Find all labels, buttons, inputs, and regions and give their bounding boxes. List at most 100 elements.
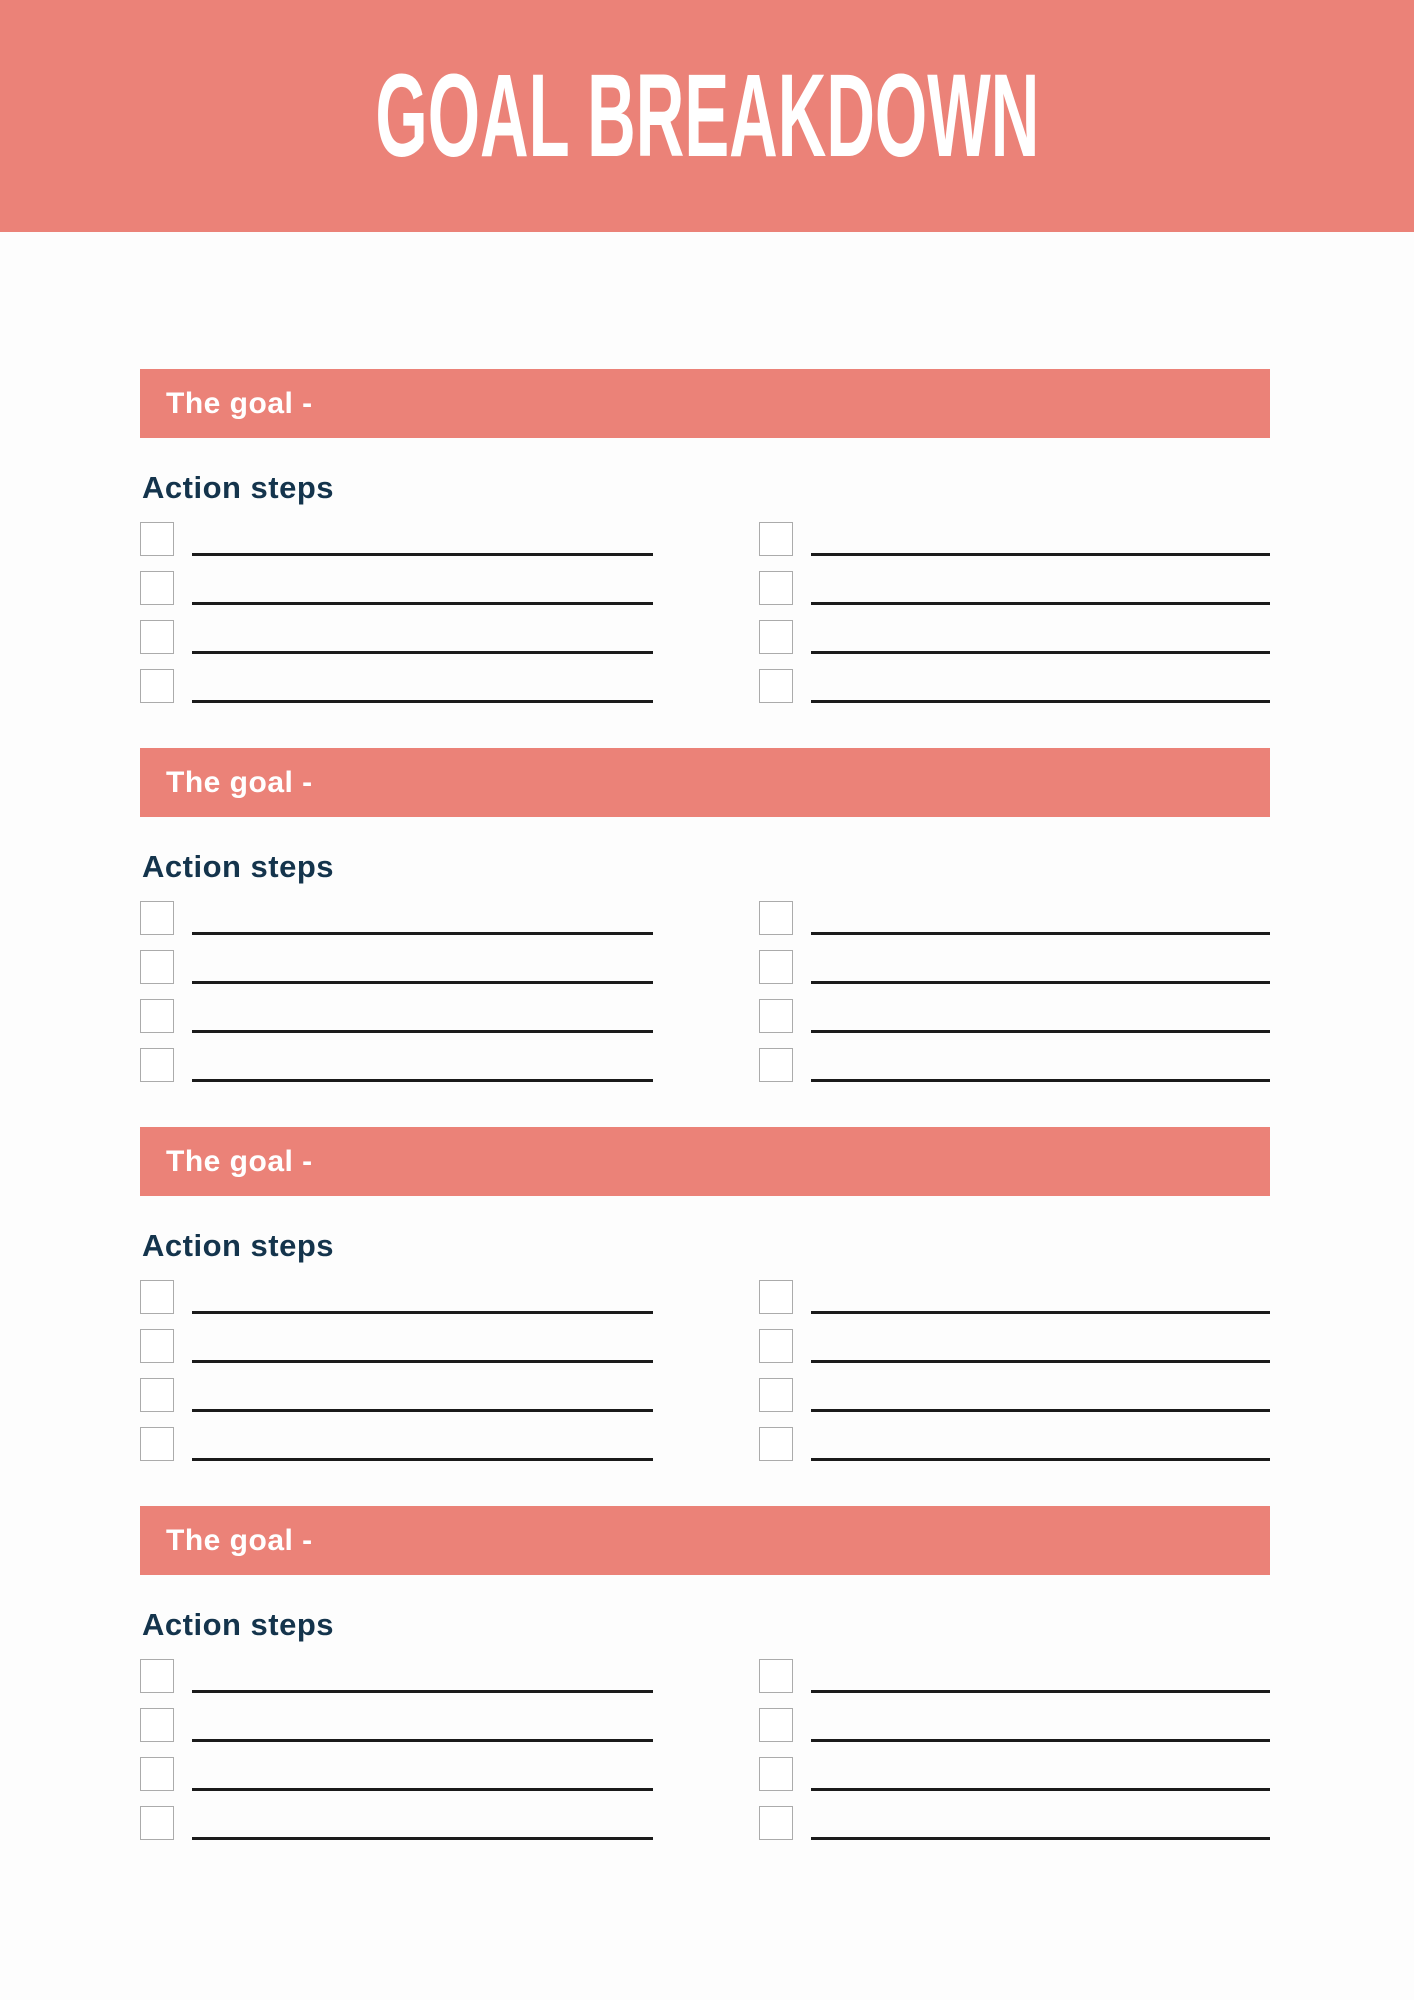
checkbox[interactable] — [140, 1806, 174, 1840]
checkbox[interactable] — [140, 522, 174, 556]
checkbox[interactable] — [140, 571, 174, 605]
action-steps-column-left — [140, 522, 653, 703]
checkbox[interactable] — [759, 1659, 793, 1693]
write-in-line[interactable] — [811, 1409, 1270, 1412]
checkbox[interactable] — [759, 950, 793, 984]
checkbox[interactable] — [140, 1708, 174, 1742]
checkbox[interactable] — [140, 1659, 174, 1693]
worksheet-content: The goal - Action steps The goal - Actio… — [0, 232, 1414, 1840]
checkbox[interactable] — [140, 1329, 174, 1363]
checkbox[interactable] — [140, 901, 174, 935]
checkbox[interactable] — [140, 1280, 174, 1314]
write-in-line[interactable] — [192, 553, 653, 556]
goal-section-2: The goal - Action steps — [140, 748, 1270, 1082]
checkbox[interactable] — [759, 571, 793, 605]
action-steps-heading: Action steps — [142, 470, 335, 505]
goal-label: The goal - — [166, 386, 313, 420]
write-in-line[interactable] — [811, 1079, 1270, 1082]
checkbox[interactable] — [759, 669, 793, 703]
action-step-row — [759, 1757, 1270, 1791]
checkbox[interactable] — [759, 1427, 793, 1461]
write-in-line[interactable] — [192, 1360, 653, 1363]
write-in-line[interactable] — [192, 1311, 653, 1314]
action-step-row — [140, 522, 653, 556]
write-in-line[interactable] — [811, 981, 1270, 984]
checkbox[interactable] — [759, 901, 793, 935]
checkbox[interactable] — [140, 1048, 174, 1082]
checkbox[interactable] — [759, 1048, 793, 1082]
goal-title-bar: The goal - — [140, 748, 1270, 817]
write-in-line[interactable] — [192, 981, 653, 984]
write-in-line[interactable] — [811, 1030, 1270, 1033]
action-step-row — [140, 1427, 653, 1461]
write-in-line[interactable] — [811, 1788, 1270, 1791]
action-step-row — [140, 620, 653, 654]
action-step-row — [140, 1280, 653, 1314]
goal-label: The goal - — [166, 765, 313, 799]
action-steps-grid — [140, 901, 1270, 1082]
goal-label: The goal - — [166, 1144, 313, 1178]
checkbox[interactable] — [140, 1757, 174, 1791]
write-in-line[interactable] — [192, 932, 653, 935]
write-in-line[interactable] — [811, 700, 1270, 703]
goal-section-3: The goal - Action steps — [140, 1127, 1270, 1461]
action-step-row — [759, 522, 1270, 556]
checkbox[interactable] — [759, 1708, 793, 1742]
write-in-line[interactable] — [192, 1788, 653, 1791]
checkbox[interactable] — [140, 1427, 174, 1461]
checkbox[interactable] — [759, 1329, 793, 1363]
action-steps-column-left — [140, 901, 653, 1082]
write-in-line[interactable] — [192, 1409, 653, 1412]
write-in-line[interactable] — [192, 700, 653, 703]
write-in-line[interactable] — [811, 1360, 1270, 1363]
action-step-row — [759, 669, 1270, 703]
write-in-line[interactable] — [811, 1837, 1270, 1840]
action-steps-grid — [140, 522, 1270, 703]
write-in-line[interactable] — [192, 1030, 653, 1033]
checkbox[interactable] — [759, 620, 793, 654]
write-in-line[interactable] — [192, 1690, 653, 1693]
write-in-line[interactable] — [811, 1690, 1270, 1693]
action-step-row — [759, 1427, 1270, 1461]
action-step-row — [759, 620, 1270, 654]
goal-title-bar: The goal - — [140, 1127, 1270, 1196]
action-steps-column-right — [759, 901, 1270, 1082]
checkbox[interactable] — [759, 1280, 793, 1314]
action-step-row — [759, 1708, 1270, 1742]
action-step-row — [140, 901, 653, 935]
write-in-line[interactable] — [192, 1458, 653, 1461]
checkbox[interactable] — [140, 1378, 174, 1412]
action-steps-grid — [140, 1659, 1270, 1840]
goal-label: The goal - — [166, 1523, 313, 1557]
checkbox[interactable] — [759, 999, 793, 1033]
action-step-row — [759, 571, 1270, 605]
write-in-line[interactable] — [192, 602, 653, 605]
page-title: GOAL BREAKDOWN — [375, 50, 1039, 182]
action-steps-heading: Action steps — [142, 1228, 335, 1263]
checkbox[interactable] — [759, 1378, 793, 1412]
action-steps-column-right — [759, 522, 1270, 703]
write-in-line[interactable] — [811, 1311, 1270, 1314]
write-in-line[interactable] — [811, 1458, 1270, 1461]
checkbox[interactable] — [759, 522, 793, 556]
write-in-line[interactable] — [811, 602, 1270, 605]
checkbox[interactable] — [140, 999, 174, 1033]
write-in-line[interactable] — [811, 1739, 1270, 1742]
write-in-line[interactable] — [811, 651, 1270, 654]
action-step-row — [759, 1659, 1270, 1693]
checkbox[interactable] — [140, 950, 174, 984]
checkbox[interactable] — [759, 1806, 793, 1840]
write-in-line[interactable] — [811, 932, 1270, 935]
checkbox[interactable] — [140, 620, 174, 654]
checkbox[interactable] — [759, 1757, 793, 1791]
write-in-line[interactable] — [192, 1079, 653, 1082]
action-step-row — [140, 571, 653, 605]
goal-title-bar: The goal - — [140, 1506, 1270, 1575]
write-in-line[interactable] — [811, 553, 1270, 556]
write-in-line[interactable] — [192, 651, 653, 654]
action-step-row — [759, 1280, 1270, 1314]
checkbox[interactable] — [140, 669, 174, 703]
action-steps-column-right — [759, 1280, 1270, 1461]
write-in-line[interactable] — [192, 1739, 653, 1742]
write-in-line[interactable] — [192, 1837, 653, 1840]
